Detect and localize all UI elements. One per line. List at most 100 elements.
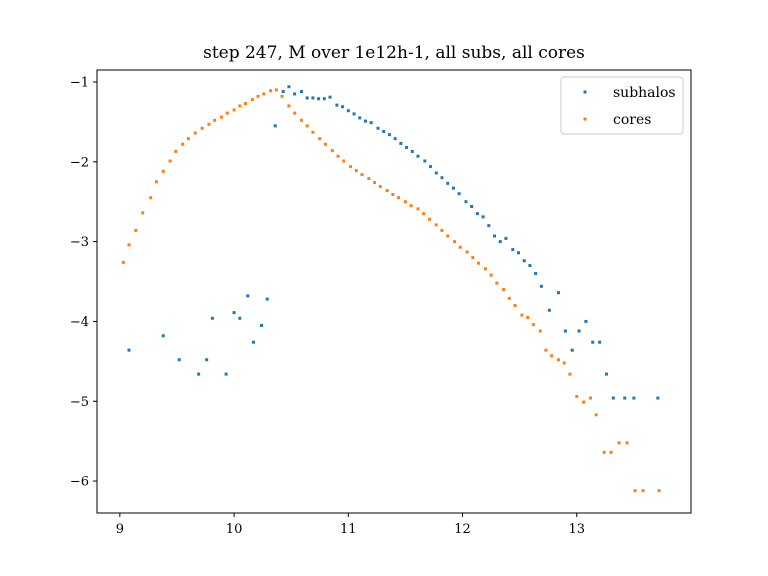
cores-point (507, 296, 511, 300)
y-tick-label: −4 (70, 315, 89, 330)
subhalos-point (273, 124, 277, 128)
x-tick-label: 10 (226, 522, 243, 537)
subhalos-point (451, 186, 455, 190)
subhalos-point (405, 145, 409, 149)
y-tick-label: −1 (70, 75, 89, 90)
subhalos-point (410, 149, 414, 153)
subhalos-point (299, 90, 303, 94)
cores-point (250, 98, 254, 102)
cores-point (641, 489, 645, 493)
subhalos-point (493, 234, 497, 238)
subhalos-point (259, 323, 263, 327)
cores-point (602, 450, 606, 454)
cores-point (174, 149, 178, 153)
subhalos-point (322, 97, 326, 101)
cores-point (232, 108, 236, 112)
subhalos-point (475, 212, 479, 216)
legend-marker (583, 90, 587, 94)
subhalos-point (498, 240, 502, 244)
cores-point (262, 92, 266, 96)
subhalos-point (534, 272, 538, 276)
cores-point (489, 273, 493, 277)
subhalos-point (387, 133, 391, 137)
cores-point (609, 450, 613, 454)
cores-point (256, 94, 260, 98)
cores-point (568, 372, 572, 376)
subhalos-point (511, 248, 515, 252)
cores-point (465, 250, 469, 254)
cores-point (274, 88, 278, 92)
cores-point (550, 354, 554, 358)
subhalos-point (238, 316, 242, 320)
y-tick-label: −3 (70, 235, 89, 250)
cores-point (471, 256, 475, 260)
subhalos-point (399, 141, 403, 145)
cores-point (134, 228, 138, 232)
subhalos-point (487, 224, 491, 228)
cores-point (373, 181, 377, 185)
cores-point (161, 169, 165, 173)
subhalos-point (556, 291, 560, 295)
cores-point (594, 413, 598, 417)
cores-point (127, 243, 131, 247)
cores-point (323, 142, 327, 146)
axes: 9 10 11 12 13 −1 −2 −3 −4 −5 −6 (70, 69, 692, 537)
cores-point (562, 361, 566, 365)
subhalos-point (177, 358, 181, 362)
subhalos-point (382, 129, 386, 133)
subhalos-point (570, 348, 574, 352)
cores-point (213, 118, 217, 122)
subhalos-point (481, 215, 485, 219)
subhalos-point (363, 119, 367, 123)
x-tick-label: 11 (340, 522, 357, 537)
subhalos-point (251, 340, 255, 344)
cores-point (330, 149, 334, 153)
subhalos-point (464, 200, 468, 204)
subhalos-point (423, 159, 427, 163)
cores-point (483, 267, 487, 271)
legend-label: cores (613, 112, 651, 128)
legend-marker (583, 117, 587, 121)
cores-point (409, 204, 413, 208)
subhalos-point (656, 396, 660, 400)
chart-title: step 247, M over 1e12h-1, all subs, all … (203, 43, 585, 63)
cores-point (538, 329, 542, 333)
cores-point (269, 89, 273, 93)
cores-point (458, 245, 462, 249)
cores-point (502, 288, 506, 292)
subhalos-point (293, 92, 297, 96)
cores-point (422, 212, 426, 216)
subhalos-point (265, 297, 269, 301)
subhalos-point (539, 284, 543, 288)
cores-point (427, 217, 431, 221)
subhalos-point (577, 329, 581, 333)
cores-point (149, 196, 153, 200)
subhalos-point (346, 109, 350, 113)
subhalos-point (470, 204, 474, 208)
y-tick-label: −6 (70, 475, 89, 490)
subhalos-point (434, 171, 438, 175)
cores-point (531, 323, 535, 327)
cores-point (141, 211, 145, 215)
cores-point (181, 142, 185, 146)
cores-point (633, 489, 637, 493)
cores-point (244, 102, 247, 106)
subhalos-point (197, 372, 201, 376)
x-tick-label: 13 (568, 522, 585, 537)
subhalos-point (393, 137, 397, 141)
subhalos-point (584, 319, 588, 323)
subhalos-point (311, 96, 315, 100)
cores-point (378, 185, 382, 189)
subhalos-point (341, 105, 345, 109)
subhalos-point (563, 329, 567, 333)
cores-point (238, 104, 242, 108)
cores-point (403, 200, 407, 204)
subhalos-point (317, 97, 321, 101)
cores-point (349, 165, 353, 169)
cores-point (385, 189, 389, 193)
subhalos-point (161, 334, 165, 338)
cores-point (220, 115, 224, 119)
subhalos-point (369, 121, 373, 125)
subhalos-point (632, 396, 636, 400)
cores-point (477, 261, 481, 265)
